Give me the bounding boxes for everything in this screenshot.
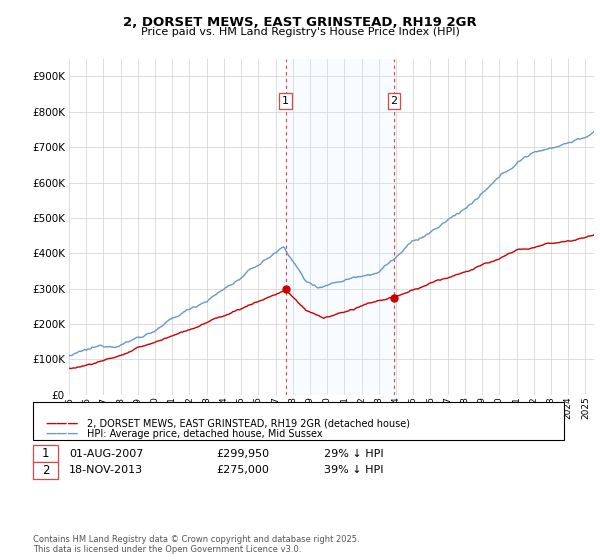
Text: ———: ——— [45,429,79,439]
Text: 2, DORSET MEWS, EAST GRINSTEAD, RH19 2GR: 2, DORSET MEWS, EAST GRINSTEAD, RH19 2GR [123,16,477,29]
Text: Price paid vs. HM Land Registry's House Price Index (HPI): Price paid vs. HM Land Registry's House … [140,27,460,37]
Text: 2: 2 [391,96,398,106]
Text: 18-NOV-2013: 18-NOV-2013 [69,465,143,475]
Text: 1: 1 [42,447,49,460]
Text: 39% ↓ HPI: 39% ↓ HPI [324,465,383,475]
Text: 2, DORSET MEWS, EAST GRINSTEAD, RH19 2GR (detached house): 2, DORSET MEWS, EAST GRINSTEAD, RH19 2GR… [87,418,410,428]
Text: 1: 1 [282,96,289,106]
Bar [286,59,394,395]
Text: 2: 2 [42,464,49,477]
Text: Contains HM Land Registry data © Crown copyright and database right 2025.
This d: Contains HM Land Registry data © Crown c… [33,535,359,554]
Text: ———: ——— [45,418,79,428]
Text: 01-AUG-2007: 01-AUG-2007 [69,449,143,459]
Text: £275,000: £275,000 [216,465,269,475]
Text: HPI: Average price, detached house, Mid Sussex: HPI: Average price, detached house, Mid … [87,429,323,439]
Text: £299,950: £299,950 [216,449,269,459]
Text: 29% ↓ HPI: 29% ↓ HPI [324,449,383,459]
